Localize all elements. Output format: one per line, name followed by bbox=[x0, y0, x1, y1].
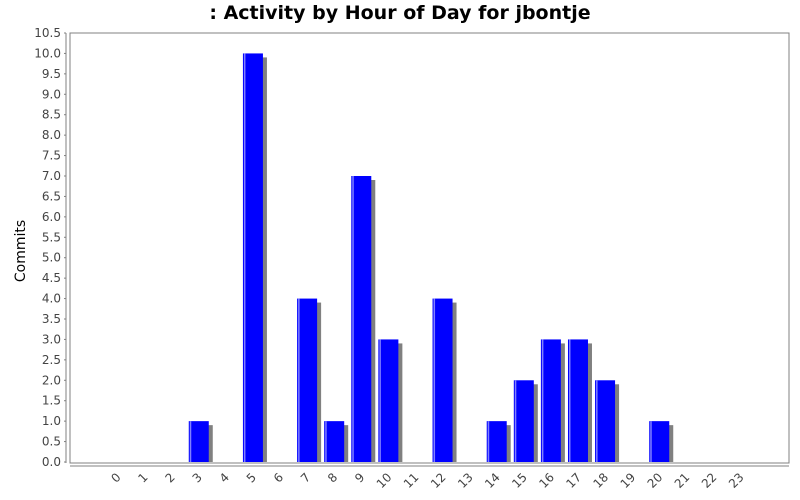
x-tick-label: 9 bbox=[352, 470, 367, 485]
x-tick-label: 4 bbox=[217, 470, 232, 485]
y-tick-label: 6.5 bbox=[42, 189, 61, 203]
chart-title: : Activity by Hour of Day for jbontje bbox=[209, 2, 591, 24]
y-tick-label: 8.5 bbox=[42, 108, 61, 122]
bar-hour-18 bbox=[595, 380, 616, 462]
x-tick-label: 10 bbox=[374, 470, 395, 491]
bar-hour-15 bbox=[513, 380, 534, 462]
x-tick-label: 20 bbox=[645, 470, 666, 491]
x-tick-label: 17 bbox=[563, 470, 584, 491]
y-tick-label: 5.0 bbox=[42, 251, 61, 265]
bar-highlight bbox=[325, 421, 327, 462]
x-tick-label: 14 bbox=[482, 470, 503, 491]
bar-hour-5 bbox=[242, 53, 263, 463]
bar-highlight bbox=[243, 53, 246, 463]
y-tick-label: 0.0 bbox=[42, 455, 61, 469]
bar-hour-16 bbox=[540, 339, 561, 462]
y-tick-label: 1.5 bbox=[42, 394, 61, 408]
bar-hour-7 bbox=[297, 298, 318, 462]
x-tick-label: 12 bbox=[428, 470, 449, 491]
y-tick-label: 2.5 bbox=[42, 353, 61, 367]
y-tick-label: 6.0 bbox=[42, 210, 61, 224]
bar-hour-3 bbox=[188, 421, 209, 462]
y-tick-label: 7.0 bbox=[42, 169, 61, 183]
bar-highlight bbox=[568, 339, 571, 462]
x-tick-label: 23 bbox=[726, 470, 747, 491]
y-tick-label: 5.5 bbox=[42, 230, 61, 244]
y-tick-label: 10.0 bbox=[34, 46, 61, 60]
bar-highlight bbox=[541, 339, 544, 462]
y-tick-label: 4.0 bbox=[42, 292, 61, 306]
bar-hour-8 bbox=[324, 421, 345, 462]
bars-group bbox=[188, 53, 674, 463]
x-tick-label: 15 bbox=[509, 470, 530, 491]
bar-hour-12 bbox=[432, 298, 453, 462]
bar-highlight bbox=[379, 339, 381, 462]
bar-hour-17 bbox=[567, 339, 588, 462]
y-tick-label: 8.0 bbox=[42, 128, 61, 142]
bar-hour-9 bbox=[351, 176, 372, 462]
x-tick-label: 8 bbox=[325, 470, 340, 485]
x-tick-label: 11 bbox=[401, 470, 422, 491]
y-tick-label: 3.5 bbox=[42, 312, 61, 326]
y-tick-label: 4.5 bbox=[42, 271, 61, 285]
x-tick-label: 6 bbox=[271, 470, 286, 485]
x-tick-label: 3 bbox=[190, 470, 205, 485]
y-tick-label: 0.5 bbox=[42, 435, 61, 449]
bar-highlight bbox=[352, 176, 354, 462]
bar-hour-14 bbox=[486, 421, 507, 462]
bar-highlight bbox=[596, 380, 598, 462]
plot-area bbox=[69, 32, 790, 464]
x-tick-label: 7 bbox=[298, 470, 313, 485]
x-tick-label: 2 bbox=[162, 470, 177, 485]
bar-hour-20 bbox=[649, 421, 670, 462]
y-tick-label: 9.5 bbox=[42, 67, 61, 81]
bar-highlight bbox=[298, 298, 300, 462]
x-axis: 0 1 2 3 4 5 6 7 8 9 10 11 12 13 14 15 16 17 18 19 20 21 22 23 bbox=[70, 465, 789, 491]
bar-highlight bbox=[514, 380, 517, 462]
y-axis: 0.0 0.5 1.0 1.5 2.0 2.5 3.0 3.5 4.0 4.5 5.0 5.5 6.0 6… bbox=[34, 26, 67, 469]
bar-highlight bbox=[189, 421, 192, 462]
bar-hour-10 bbox=[378, 339, 399, 462]
x-tick-label: 18 bbox=[590, 470, 611, 491]
x-tick-label: 0 bbox=[108, 470, 123, 485]
y-tick-label: 3.0 bbox=[42, 332, 61, 346]
x-tick-label: 1 bbox=[135, 470, 150, 485]
x-tick-label: 5 bbox=[244, 470, 259, 485]
y-tick-label: 2.0 bbox=[42, 373, 61, 387]
bar-highlight bbox=[433, 298, 436, 462]
x-tick-label: 21 bbox=[672, 470, 693, 491]
x-tick-label: 13 bbox=[455, 470, 476, 491]
bar-highlight bbox=[487, 421, 490, 462]
y-tick-label: 1.0 bbox=[42, 414, 61, 428]
y-tick-label: 7.5 bbox=[42, 149, 61, 163]
x-tick-label: 16 bbox=[536, 470, 557, 491]
bar-highlight bbox=[650, 421, 652, 462]
y-tick-label: 9.0 bbox=[42, 87, 61, 101]
y-tick-label: 10.5 bbox=[34, 26, 61, 40]
x-tick-label: 19 bbox=[618, 470, 639, 491]
y-axis-title: Commits bbox=[13, 220, 29, 282]
x-tick-label: 22 bbox=[699, 470, 720, 491]
